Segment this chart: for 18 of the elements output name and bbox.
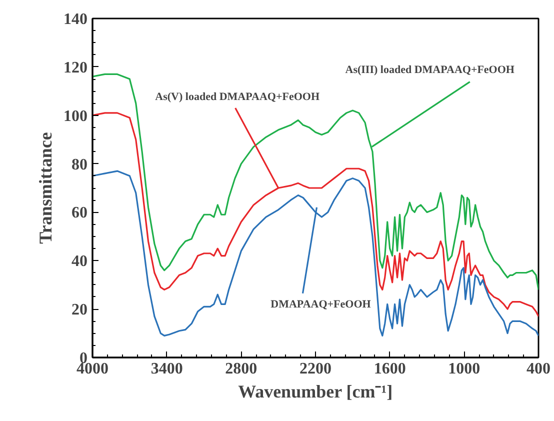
x-tick-label: 2800 — [225, 360, 258, 378]
y-tick-label: 20 — [72, 302, 88, 319]
y-tick-label: 140 — [64, 11, 88, 28]
y-axis-title: Transmittance — [36, 132, 56, 244]
x-tick-label: 3400 — [150, 360, 183, 378]
y-tick-label: 80 — [72, 156, 88, 174]
y-tick-label: 100 — [64, 108, 88, 125]
y-tick-label: 60 — [72, 204, 88, 222]
x-tick-label: 1600 — [374, 360, 406, 378]
y-tick-label: 120 — [64, 59, 88, 76]
annotation: As(V) loaded DMAPAAQ+FeOOH — [155, 91, 320, 103]
x-tick-label: 1000 — [448, 360, 480, 378]
x-axis-title: Wavenumber [cm⁻¹] — [238, 382, 393, 402]
annotation: As(III) loaded DMAPAAQ+FeOOH — [345, 64, 515, 76]
x-tick-label: 400 — [526, 360, 550, 378]
annotation: DMAPAAQ+FeOOH — [270, 298, 372, 310]
x-tick-label: 2200 — [300, 360, 332, 378]
y-tick-label: 40 — [72, 253, 88, 270]
